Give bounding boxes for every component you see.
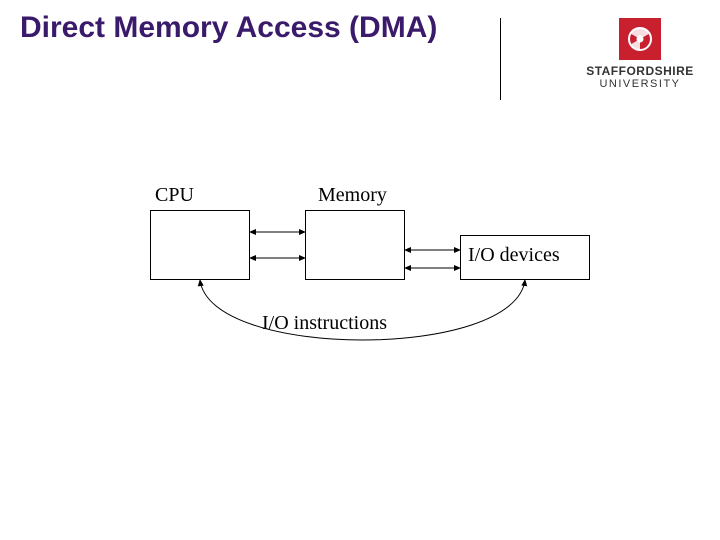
dma-diagram: CPU Memory I/O devices I/O instructions [0, 0, 720, 540]
diagram-arrows [0, 0, 720, 540]
